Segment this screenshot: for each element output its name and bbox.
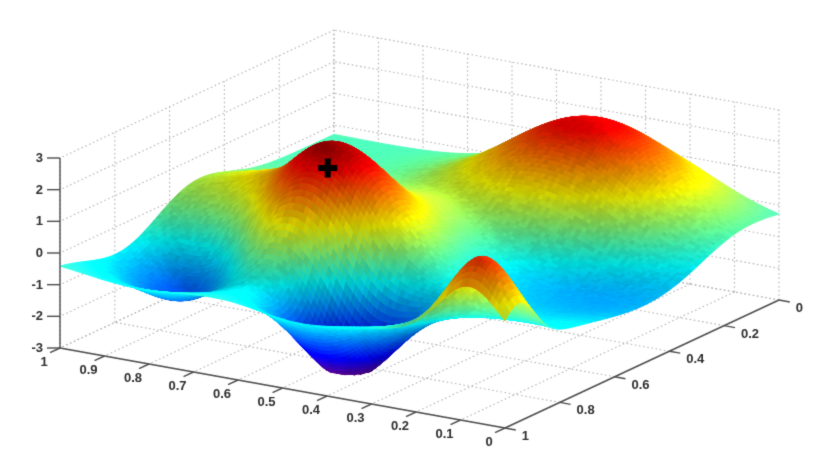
surface-plot-canvas [0, 0, 820, 461]
figure-window [0, 0, 820, 461]
